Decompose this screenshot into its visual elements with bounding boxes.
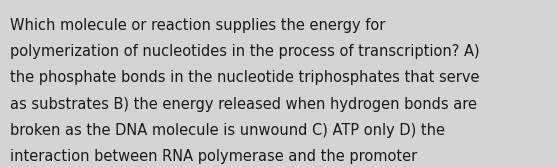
Text: broken as the DNA molecule is unwound C) ATP only D) the: broken as the DNA molecule is unwound C)…: [10, 123, 445, 138]
Text: the phosphate bonds in the nucleotide triphosphates that serve: the phosphate bonds in the nucleotide tr…: [10, 70, 479, 85]
Text: interaction between RNA polymerase and the promoter: interaction between RNA polymerase and t…: [10, 149, 417, 164]
Text: polymerization of nucleotides in the process of transcription? A): polymerization of nucleotides in the pro…: [10, 44, 480, 59]
Text: Which molecule or reaction supplies the energy for: Which molecule or reaction supplies the …: [10, 18, 386, 33]
Text: as substrates B) the energy released when hydrogen bonds are: as substrates B) the energy released whe…: [10, 97, 477, 112]
